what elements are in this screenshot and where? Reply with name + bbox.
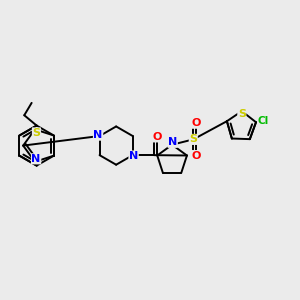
Text: Cl: Cl: [258, 116, 269, 126]
Text: O: O: [191, 118, 201, 128]
Text: S: S: [238, 109, 246, 119]
Text: N: N: [168, 137, 177, 147]
Text: N: N: [32, 154, 41, 164]
Text: N: N: [94, 130, 103, 140]
Text: S: S: [189, 134, 197, 144]
Text: N: N: [129, 151, 138, 161]
Text: O: O: [191, 151, 201, 160]
Text: O: O: [153, 132, 162, 142]
Text: S: S: [32, 128, 40, 138]
